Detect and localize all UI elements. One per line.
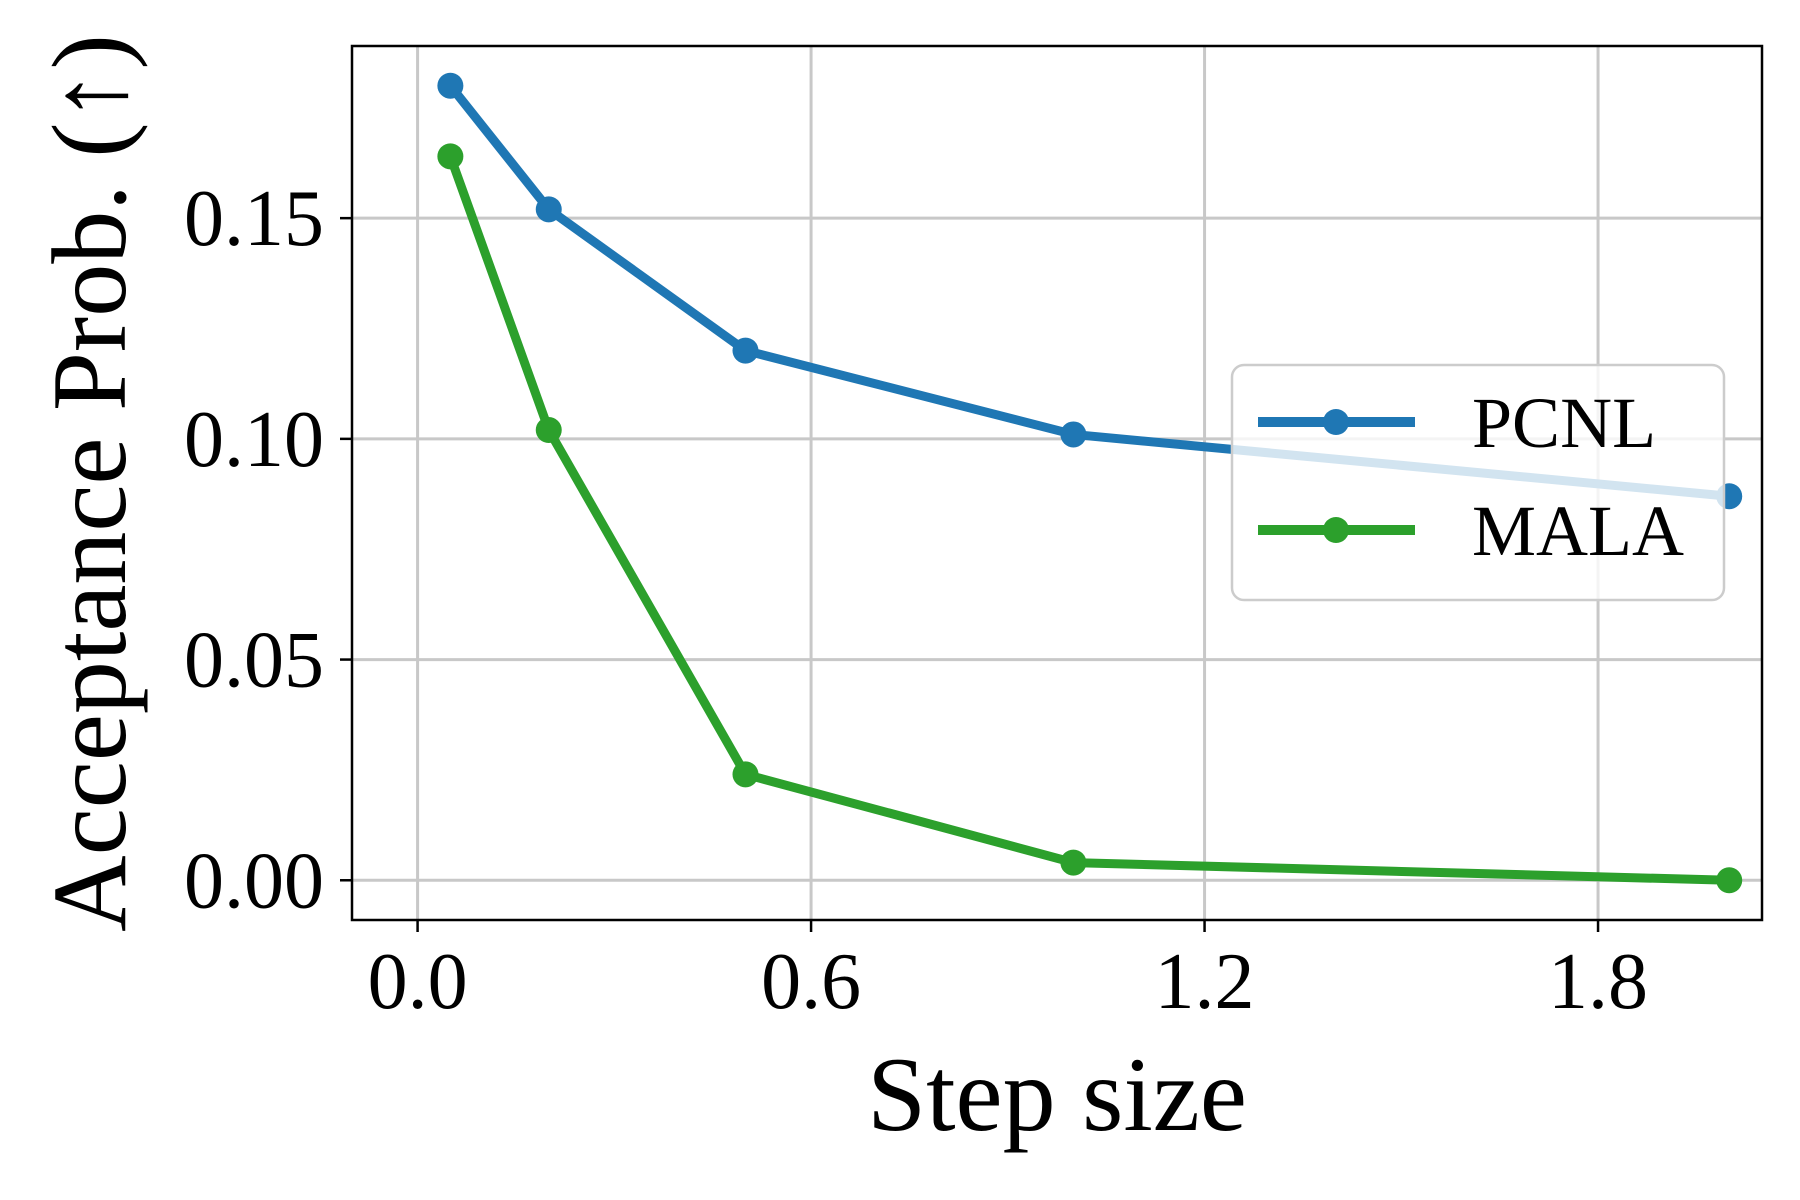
y-tick-label-0-05: 0.05 xyxy=(184,617,324,705)
data-point-mala-2 xyxy=(732,761,759,788)
legend-marker-pcnl xyxy=(1323,409,1349,435)
legend-label-mala: MALA xyxy=(1472,491,1684,571)
data-point-mala-3 xyxy=(1060,849,1087,876)
legend-marker-mala xyxy=(1323,517,1349,543)
data-point-pcnl-3 xyxy=(1060,421,1087,448)
legend: PCNL MALA xyxy=(1230,363,1726,602)
y-tick-label-0-15: 0.15 xyxy=(184,175,324,263)
data-point-pcnl-2 xyxy=(732,337,759,364)
x-tick-label-1-2: 1.2 xyxy=(1155,938,1255,1026)
axes-frame xyxy=(350,44,1764,922)
data-point-mala-1 xyxy=(535,417,562,444)
data-point-mala-0 xyxy=(437,143,464,170)
legend-label-pcnl: PCNL xyxy=(1472,383,1656,463)
y-tick-label-0-10: 0.10 xyxy=(184,396,324,484)
y-tick-label-0-00: 0.00 xyxy=(184,837,324,925)
data-point-pcnl-1 xyxy=(535,196,562,223)
x-tick-label-0-0: 0.0 xyxy=(368,938,468,1026)
legend-item-pcnl: PCNL xyxy=(1258,383,1656,463)
x-tick-label-0-6: 0.6 xyxy=(761,938,861,1026)
data-point-pcnl-0 xyxy=(437,72,464,99)
y-axis-label: Acceptance Prob. (↑) xyxy=(31,34,148,932)
ticks: 0.0 0.6 1.2 1.8 0.00 0.05 0.10 0.15 xyxy=(184,175,1648,1026)
x-axis-label: Step size xyxy=(867,1036,1247,1153)
data-point-mala-4 xyxy=(1716,867,1743,894)
legend-item-mala: MALA xyxy=(1258,491,1684,571)
x-tick-label-1-8: 1.8 xyxy=(1548,938,1648,1026)
